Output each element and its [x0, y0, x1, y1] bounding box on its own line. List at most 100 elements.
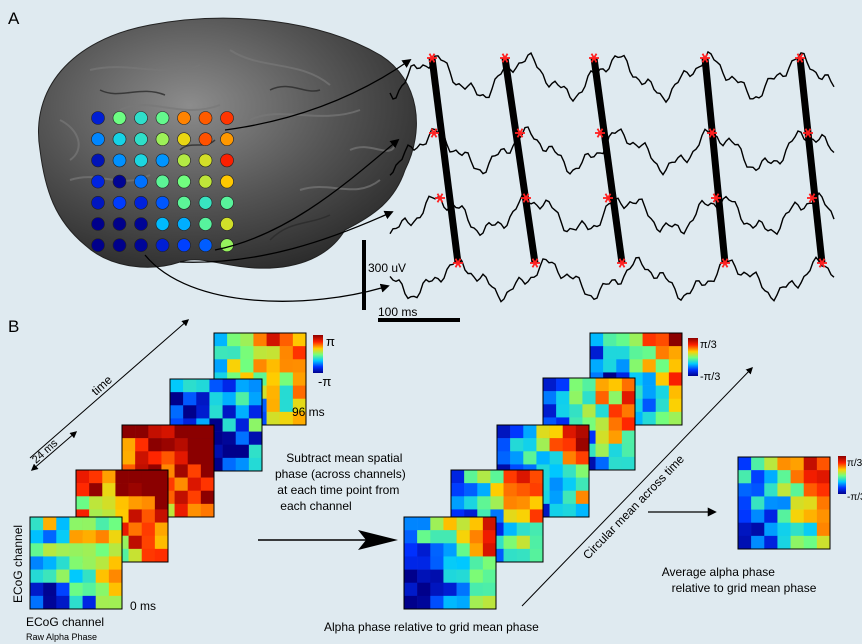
relative-colorbar-min: -π/3: [700, 371, 720, 383]
peak-marker: [595, 128, 605, 138]
raw-caption: Raw Alpha Phase: [26, 632, 97, 642]
average-colorbar: [838, 456, 846, 494]
peak-marker: [707, 128, 717, 138]
peak-marker: [500, 53, 510, 63]
time-axis-label: time: [89, 372, 115, 398]
electrode: [220, 132, 234, 146]
trace: [389, 126, 835, 176]
peak-line: [590, 57, 626, 264]
voltage-scale-label: 300 uV: [368, 261, 406, 275]
panel-a-label: A: [8, 9, 20, 28]
circular-mean-arrow: [521, 366, 753, 607]
average-caption-line: Average alpha phase: [662, 565, 776, 579]
electrode: [112, 196, 127, 210]
peak-marker: [530, 258, 540, 268]
electrode: [134, 217, 148, 231]
peak-marker: [795, 53, 805, 63]
peak-alignment-lines: [428, 57, 826, 264]
electrode: [220, 217, 234, 231]
peak-marker: [817, 258, 827, 268]
raw-phase-stack: [29, 332, 307, 610]
y-axis-label: ECoG channel: [11, 525, 25, 603]
electrode: [112, 217, 127, 231]
electrode: [155, 132, 170, 146]
peak-marker: [803, 128, 813, 138]
electrode: [198, 111, 213, 125]
heatmap: [29, 516, 123, 610]
electrode: [198, 174, 213, 189]
electrode: [220, 111, 234, 125]
electrode: [112, 238, 127, 252]
electrode: [198, 238, 213, 252]
electrode: [177, 111, 191, 125]
electrode: [112, 132, 127, 146]
peak-marker: [617, 258, 627, 268]
electrode: [134, 132, 148, 146]
electrode: [91, 111, 105, 125]
subtract-text: Subtract mean spatial phase (across chan…: [275, 451, 409, 513]
panel-b-label: B: [8, 317, 19, 336]
peak-marker: [429, 128, 439, 138]
electrode: [91, 196, 105, 210]
channel-arrows: [144, 58, 412, 302]
step-marker: [30, 431, 78, 471]
electrode: [134, 238, 148, 252]
electrode: [155, 217, 170, 231]
heatmap: [403, 516, 497, 610]
peak-marker: [515, 128, 525, 138]
raw-colorbar: [313, 335, 323, 373]
electrode: [198, 196, 213, 210]
electrode: [198, 217, 213, 231]
x-axis-label: ECoG channel: [26, 615, 104, 629]
peak-line: [501, 57, 539, 264]
electrode: [177, 132, 191, 146]
relative-colorbar: [688, 338, 698, 376]
average-colorbar-max: π/3: [847, 458, 862, 469]
electrode: [155, 174, 170, 189]
electrode: [155, 238, 170, 252]
peak-marker: [427, 53, 437, 63]
peak-marker: [435, 193, 445, 203]
peak-line: [428, 57, 462, 264]
step-label: 24 ms: [30, 437, 61, 466]
relative-caption: Alpha phase relative to grid mean phase: [324, 620, 539, 634]
electrode-grid: [91, 111, 234, 252]
average-colorbar-min: -π/3: [847, 492, 862, 503]
average-caption: Average alpha phase relative to grid mea…: [662, 565, 817, 595]
peak-marker: [453, 258, 463, 268]
electrode: [91, 217, 105, 231]
peak-marker: [700, 53, 710, 63]
relative-phase-stack: [403, 332, 683, 610]
electrode: [134, 153, 148, 168]
electrode: [220, 174, 234, 189]
electrode: [91, 174, 105, 189]
first-frame-time: 0 ms: [130, 599, 156, 613]
peak-marker: [603, 193, 613, 203]
electrode: [177, 153, 191, 168]
heatmap: [737, 456, 831, 550]
electrode: [177, 238, 191, 252]
raw-colorbar-min: -π: [318, 374, 331, 389]
electrode: [177, 196, 191, 210]
electrode: [198, 153, 213, 168]
subtract-text-line: Subtract mean spatial: [286, 451, 402, 465]
electrode: [91, 238, 105, 252]
subtract-text-line: at each time point from: [277, 483, 399, 497]
electrode: [177, 217, 191, 231]
peak-line: [701, 57, 729, 264]
electrode: [155, 111, 170, 125]
peak-marker: [807, 193, 817, 203]
subtract-text-line: each channel: [280, 499, 351, 513]
electrode: [91, 132, 105, 146]
peak-marker: [711, 193, 721, 203]
heatmap: [121, 424, 215, 518]
trace: [389, 255, 835, 303]
average-phase-map: [737, 456, 831, 550]
electrode: [134, 111, 148, 125]
subtract-arrow: [258, 530, 398, 550]
peak-line: [796, 57, 826, 264]
relative-colorbar-max: π/3: [700, 339, 717, 351]
subtract-text-line: phase (across channels): [275, 467, 406, 481]
electrode: [134, 196, 148, 210]
